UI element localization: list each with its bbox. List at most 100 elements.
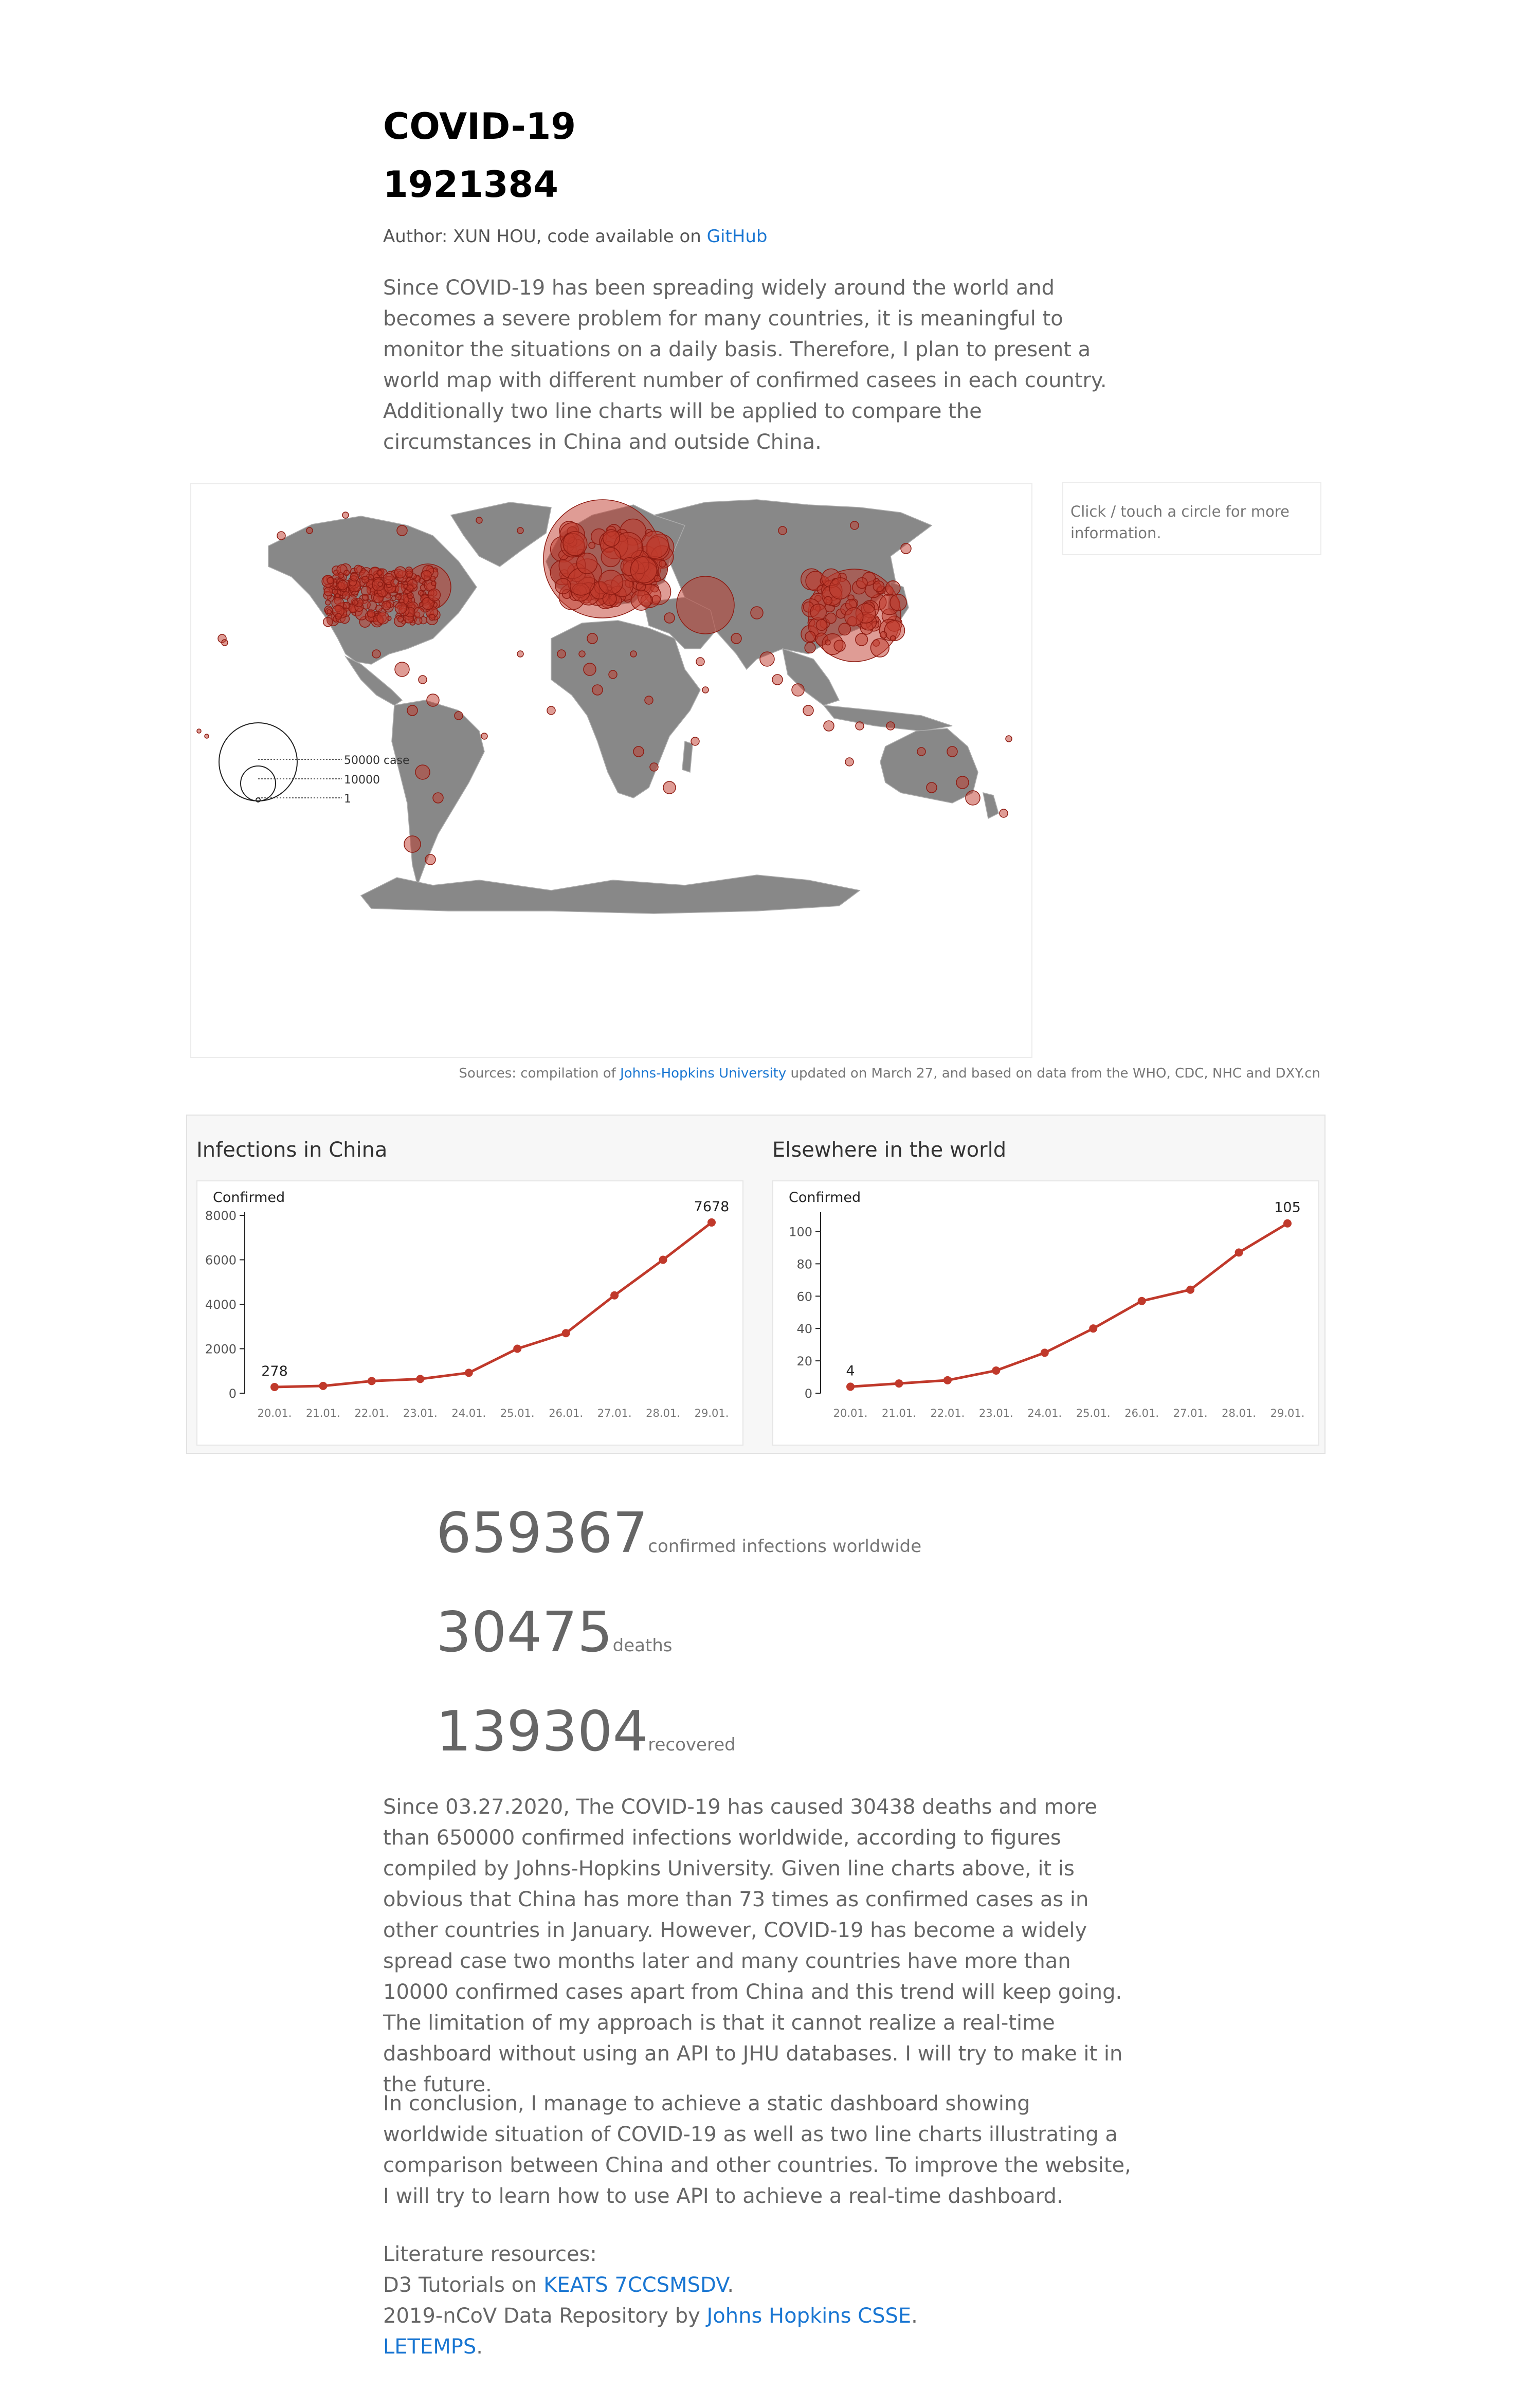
case-circle-us[interactable] xyxy=(376,611,390,625)
case-circle[interactable] xyxy=(587,633,598,644)
case-circle-asia[interactable] xyxy=(885,580,901,596)
case-circle-us[interactable] xyxy=(407,592,414,599)
case-circles[interactable] xyxy=(196,499,1012,865)
case-circle-us[interactable] xyxy=(342,591,351,600)
letemps-link[interactable]: LETEMPS xyxy=(383,2335,477,2359)
case-circle[interactable] xyxy=(454,711,463,720)
case-circle-us[interactable] xyxy=(375,605,383,612)
case-circle[interactable] xyxy=(306,527,313,534)
case-circle[interactable] xyxy=(583,663,596,676)
case-circle-us[interactable] xyxy=(431,580,437,587)
case-circle[interactable] xyxy=(396,525,408,536)
case-circle[interactable] xyxy=(791,683,805,697)
case-circle[interactable] xyxy=(557,649,566,659)
case-circle-asia[interactable] xyxy=(833,640,846,652)
case-circle[interactable] xyxy=(517,527,524,534)
case-circle[interactable] xyxy=(372,649,381,659)
case-circle[interactable] xyxy=(845,757,854,767)
case-circle-europe[interactable] xyxy=(630,556,658,583)
case-circle-europe[interactable] xyxy=(653,575,661,582)
case-circle-asia[interactable] xyxy=(844,607,864,627)
case-circle[interactable] xyxy=(956,776,969,789)
case-circle-us[interactable] xyxy=(352,599,358,606)
case-circle-europe[interactable] xyxy=(598,570,624,595)
case-circle[interactable] xyxy=(965,790,981,806)
case-circle[interactable] xyxy=(404,835,421,853)
case-circle[interactable] xyxy=(481,733,488,740)
case-circle-asia[interactable] xyxy=(855,633,868,646)
case-circle[interactable] xyxy=(418,675,427,684)
case-circle-us[interactable] xyxy=(326,609,332,615)
case-circle[interactable] xyxy=(772,674,783,685)
case-circle[interactable] xyxy=(926,782,937,793)
case-circle-us[interactable] xyxy=(337,580,348,591)
case-circle[interactable] xyxy=(277,531,286,540)
jhu-link[interactable]: Johns-Hopkins University xyxy=(620,1066,787,1081)
case-circle[interactable] xyxy=(691,737,700,746)
case-circle-europe[interactable] xyxy=(630,590,652,611)
case-circle[interactable] xyxy=(196,728,202,734)
case-circle-us[interactable] xyxy=(361,576,369,583)
case-circle[interactable] xyxy=(425,854,436,865)
case-circle-us[interactable] xyxy=(397,616,404,623)
case-circle-us[interactable] xyxy=(323,587,333,596)
case-circle-us[interactable] xyxy=(428,588,441,601)
world-map-svg[interactable]: 50000 case 10000 1 xyxy=(191,484,1031,1057)
case-circle[interactable] xyxy=(900,543,912,554)
case-circle[interactable] xyxy=(547,706,556,715)
case-circle-us[interactable] xyxy=(421,570,432,581)
case-circle-us[interactable] xyxy=(395,594,402,600)
case-circle-us[interactable] xyxy=(361,594,369,601)
case-circle-us[interactable] xyxy=(406,584,414,592)
case-circle-us[interactable] xyxy=(350,573,359,582)
case-circle[interactable] xyxy=(855,721,864,731)
case-circle-us[interactable] xyxy=(325,599,331,606)
case-circle[interactable] xyxy=(517,650,524,658)
case-circle-us[interactable] xyxy=(417,590,424,596)
case-circle[interactable] xyxy=(578,650,586,658)
case-circle-europe[interactable] xyxy=(576,553,598,574)
case-circle-europe[interactable] xyxy=(659,560,666,568)
case-circle-europe[interactable] xyxy=(601,547,621,568)
case-circle-asia[interactable] xyxy=(838,623,851,636)
case-circle-asia[interactable] xyxy=(810,604,827,621)
case-circle-us[interactable] xyxy=(343,570,350,576)
case-circle-asia[interactable] xyxy=(804,642,816,654)
case-circle[interactable] xyxy=(778,526,787,535)
case-circle[interactable] xyxy=(664,612,675,624)
case-circle[interactable] xyxy=(426,694,440,707)
case-circle-europe[interactable] xyxy=(555,578,571,594)
keats-link[interactable]: KEATS 7CCSMSDV xyxy=(543,2273,728,2297)
case-circle-asia[interactable] xyxy=(873,580,885,592)
case-circle[interactable] xyxy=(917,747,926,756)
case-circle-asia[interactable] xyxy=(829,577,851,600)
case-circle[interactable] xyxy=(221,639,228,646)
case-circle[interactable] xyxy=(750,606,764,619)
case-circle[interactable] xyxy=(633,746,644,757)
case-circle-us[interactable] xyxy=(337,572,344,579)
case-circle-europe[interactable] xyxy=(562,531,588,556)
case-circle[interactable] xyxy=(889,594,907,611)
case-circle-us[interactable] xyxy=(335,613,342,620)
github-link[interactable]: GitHub xyxy=(706,226,768,247)
case-circle[interactable] xyxy=(696,657,705,666)
case-circle-us[interactable] xyxy=(354,564,362,574)
case-circle-asia[interactable] xyxy=(823,596,833,606)
case-circle-iran[interactable] xyxy=(676,576,735,634)
case-circle-us[interactable] xyxy=(332,589,338,595)
case-circle-us[interactable] xyxy=(390,578,400,588)
case-circle-europe[interactable] xyxy=(602,529,620,547)
case-circle[interactable] xyxy=(731,633,742,644)
case-circle-asia[interactable] xyxy=(825,612,837,624)
case-circle-asia[interactable] xyxy=(805,631,816,643)
case-circle[interactable] xyxy=(415,764,430,780)
case-circle[interactable] xyxy=(204,734,209,739)
case-circle[interactable] xyxy=(476,517,483,524)
world-map[interactable]: 50000 case 10000 1 xyxy=(190,483,1032,1058)
case-circle-us[interactable] xyxy=(428,614,435,621)
case-circle-asia[interactable] xyxy=(879,631,887,639)
case-circle-us[interactable] xyxy=(376,570,383,576)
case-circle[interactable] xyxy=(947,746,958,757)
case-circle-asia[interactable] xyxy=(856,577,868,589)
case-circle[interactable] xyxy=(394,662,410,677)
